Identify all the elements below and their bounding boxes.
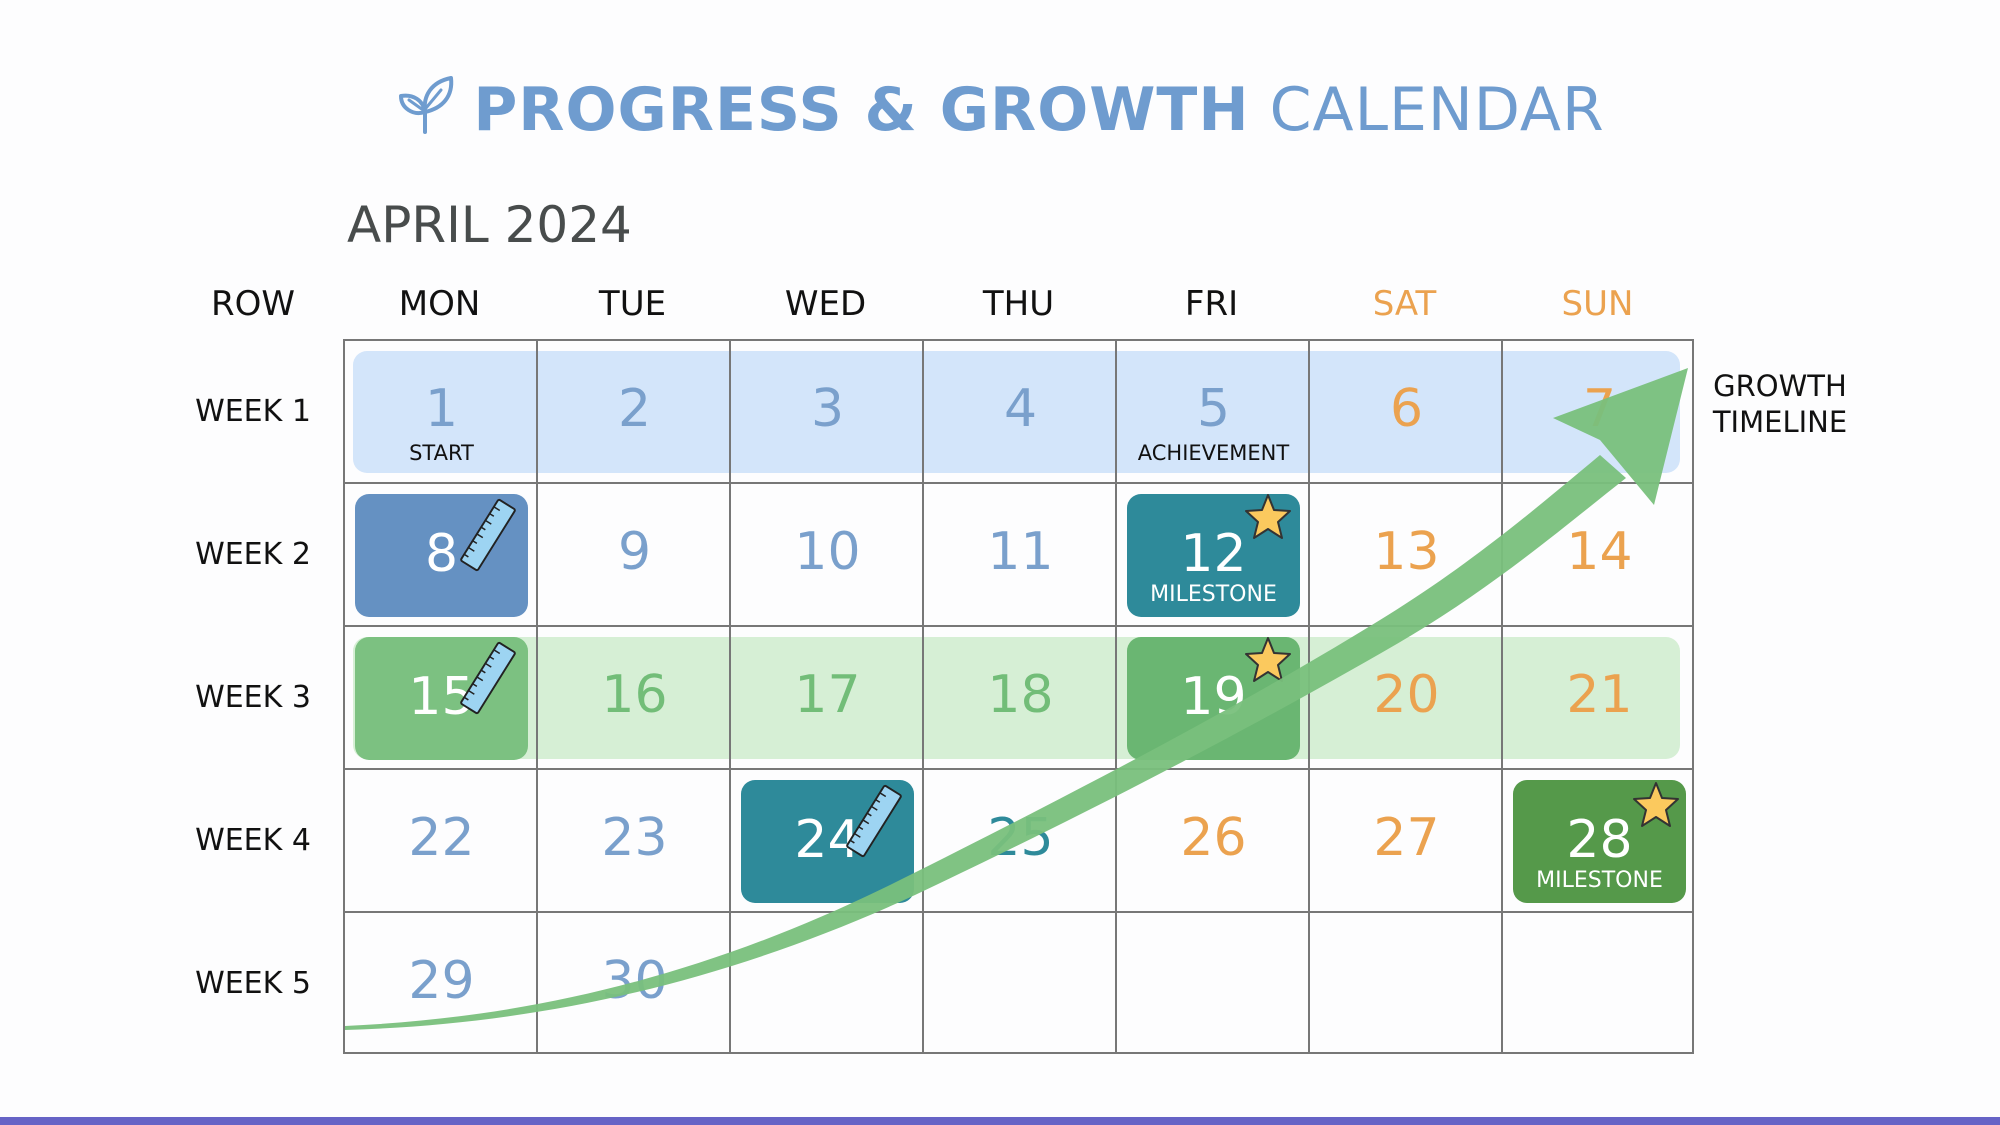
day-cell-26[interactable]: 26 [1117,770,1310,913]
day-number: 22 [408,808,475,868]
week-label-1: WEEK 1 [195,394,311,429]
day-cell-28[interactable]: 28 MILESTONE [1503,770,1696,913]
day-tag-milestone: MILESTONE [1150,582,1277,607]
day-cell-10[interactable]: 10 [731,484,924,627]
day-tag-milestone: MILESTONE [1536,868,1663,893]
day-cell-23[interactable]: 23 [538,770,731,913]
day-number: 5 [1196,379,1231,439]
day-number: 25 [987,808,1054,868]
day-header-thu: THU [982,284,1055,324]
day-number: 20 [1373,665,1440,725]
day-cell-16[interactable]: 16 [538,627,731,770]
week-label-5: WEEK 5 [195,966,311,1001]
day-number: 14 [1566,522,1633,582]
row-header: ROW [210,284,295,324]
star-icon [1245,494,1291,539]
footer-bar [0,1117,2000,1125]
day-cell-18[interactable]: 18 [924,627,1117,770]
day-tag-start: START [409,441,474,465]
day-number: 1 [424,379,459,439]
day-cell-8[interactable]: 8 [345,484,538,627]
day-cell-1[interactable]: 1 START [345,341,538,484]
day-header-mon: MON [398,284,481,324]
day-number: 26 [1180,808,1247,868]
day-number: 10 [794,522,861,582]
day-cell-15[interactable]: 15 [345,627,538,770]
day-header-wed: WED [784,284,867,324]
day-number: 27 [1373,808,1440,868]
day-header-fri: FRI [1184,284,1239,324]
day-header-sun: SUN [1561,284,1634,324]
day-cell-30[interactable]: 30 [538,913,731,1056]
month-label: APRIL 2024 [347,196,632,254]
day-cell-19[interactable]: 19 [1117,627,1310,770]
day-number: 30 [601,951,668,1011]
day-cell-24[interactable]: 24 [731,770,924,913]
growth-label-line1: GROWTH [1713,369,1847,403]
star-icon [1245,637,1291,682]
day-cell-3[interactable]: 3 [731,341,924,484]
day-cell-29[interactable]: 29 [345,913,538,1056]
day-number: 23 [601,808,668,868]
day-number: 2 [617,379,652,439]
day-tag-achievement: ACHIEVEMENT [1137,441,1290,465]
day-number: 29 [408,951,475,1011]
day-number: 11 [987,522,1054,582]
day-number: 7 [1582,379,1617,439]
title-bold: PROGRESS & GROWTH [473,75,1250,145]
day-cell-14[interactable]: 14 [1503,484,1696,627]
empty-cell [924,913,1117,1056]
day-cell-20[interactable]: 20 [1310,627,1503,770]
day-number: 18 [987,665,1054,725]
day-cell-4[interactable]: 4 [924,341,1117,484]
day-cell-6[interactable]: 6 [1310,341,1503,484]
day-cell-7[interactable]: 7 [1503,341,1696,484]
day-header-sat: SAT [1372,284,1437,324]
day-number: 6 [1389,379,1424,439]
leaf-sprout-icon [399,76,454,134]
title-light: CALENDAR [1269,75,1605,145]
empty-cell [1310,913,1503,1056]
calendar-grid: 1 START 2 3 4 5 ACHIEVEMENT 6 7 8 9 10 1… [343,339,1694,1054]
week-label-3: WEEK 3 [195,680,311,715]
empty-cell [731,913,924,1056]
week-label-4: WEEK 4 [195,823,311,858]
day-cell-5[interactable]: 5 ACHIEVEMENT [1117,341,1310,484]
week1-highlight-band [353,351,1680,473]
day-cell-9[interactable]: 9 [538,484,731,627]
day-cell-11[interactable]: 11 [924,484,1117,627]
empty-cell [1503,913,1696,1056]
day-cell-22[interactable]: 22 [345,770,538,913]
day-header-tue: TUE [598,284,667,324]
day-cell-25[interactable]: 25 [924,770,1117,913]
week-label-2: WEEK 2 [195,537,311,572]
page-title: PROGRESS & GROWTH CALENDAR [0,72,2000,145]
day-number: 17 [794,665,861,725]
day-number: 16 [601,665,668,725]
growth-timeline-label: GROWTH TIMELINE [1700,368,1860,440]
day-cell-21[interactable]: 21 [1503,627,1696,770]
day-number: 21 [1566,665,1633,725]
day-cell-17[interactable]: 17 [731,627,924,770]
day-number: 4 [1003,379,1038,439]
day-number: 9 [617,522,652,582]
day-number: 13 [1373,522,1440,582]
day-cell-27[interactable]: 27 [1310,770,1503,913]
day-cell-13[interactable]: 13 [1310,484,1503,627]
day-cell-12[interactable]: 12 MILESTONE [1117,484,1310,627]
day-cell-2[interactable]: 2 [538,341,731,484]
growth-label-line2: TIMELINE [1712,405,1848,439]
empty-cell [1117,913,1310,1056]
star-icon [1633,782,1679,827]
day-number: 3 [810,379,845,439]
